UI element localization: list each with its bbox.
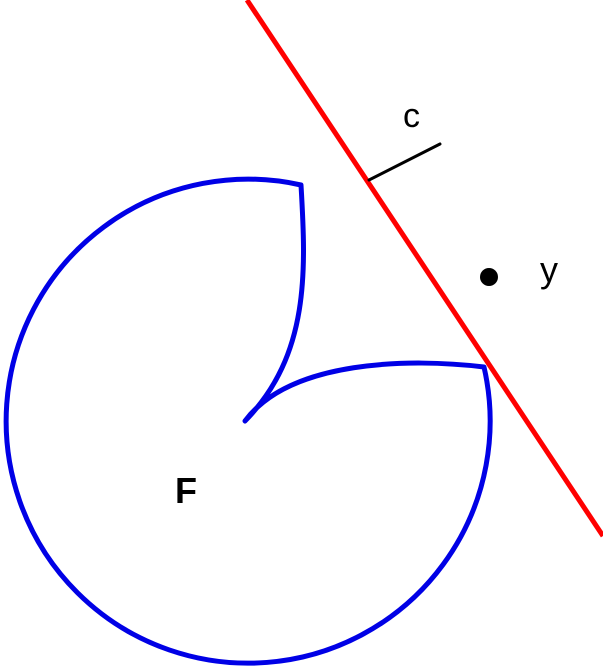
label-c: c <box>403 97 420 135</box>
point-y <box>480 268 498 286</box>
label-F: F <box>175 470 197 511</box>
normal-vector-c <box>367 142 442 182</box>
set-F-outline <box>3 176 493 666</box>
label-y: y <box>540 249 558 290</box>
separating-line <box>244 0 603 538</box>
